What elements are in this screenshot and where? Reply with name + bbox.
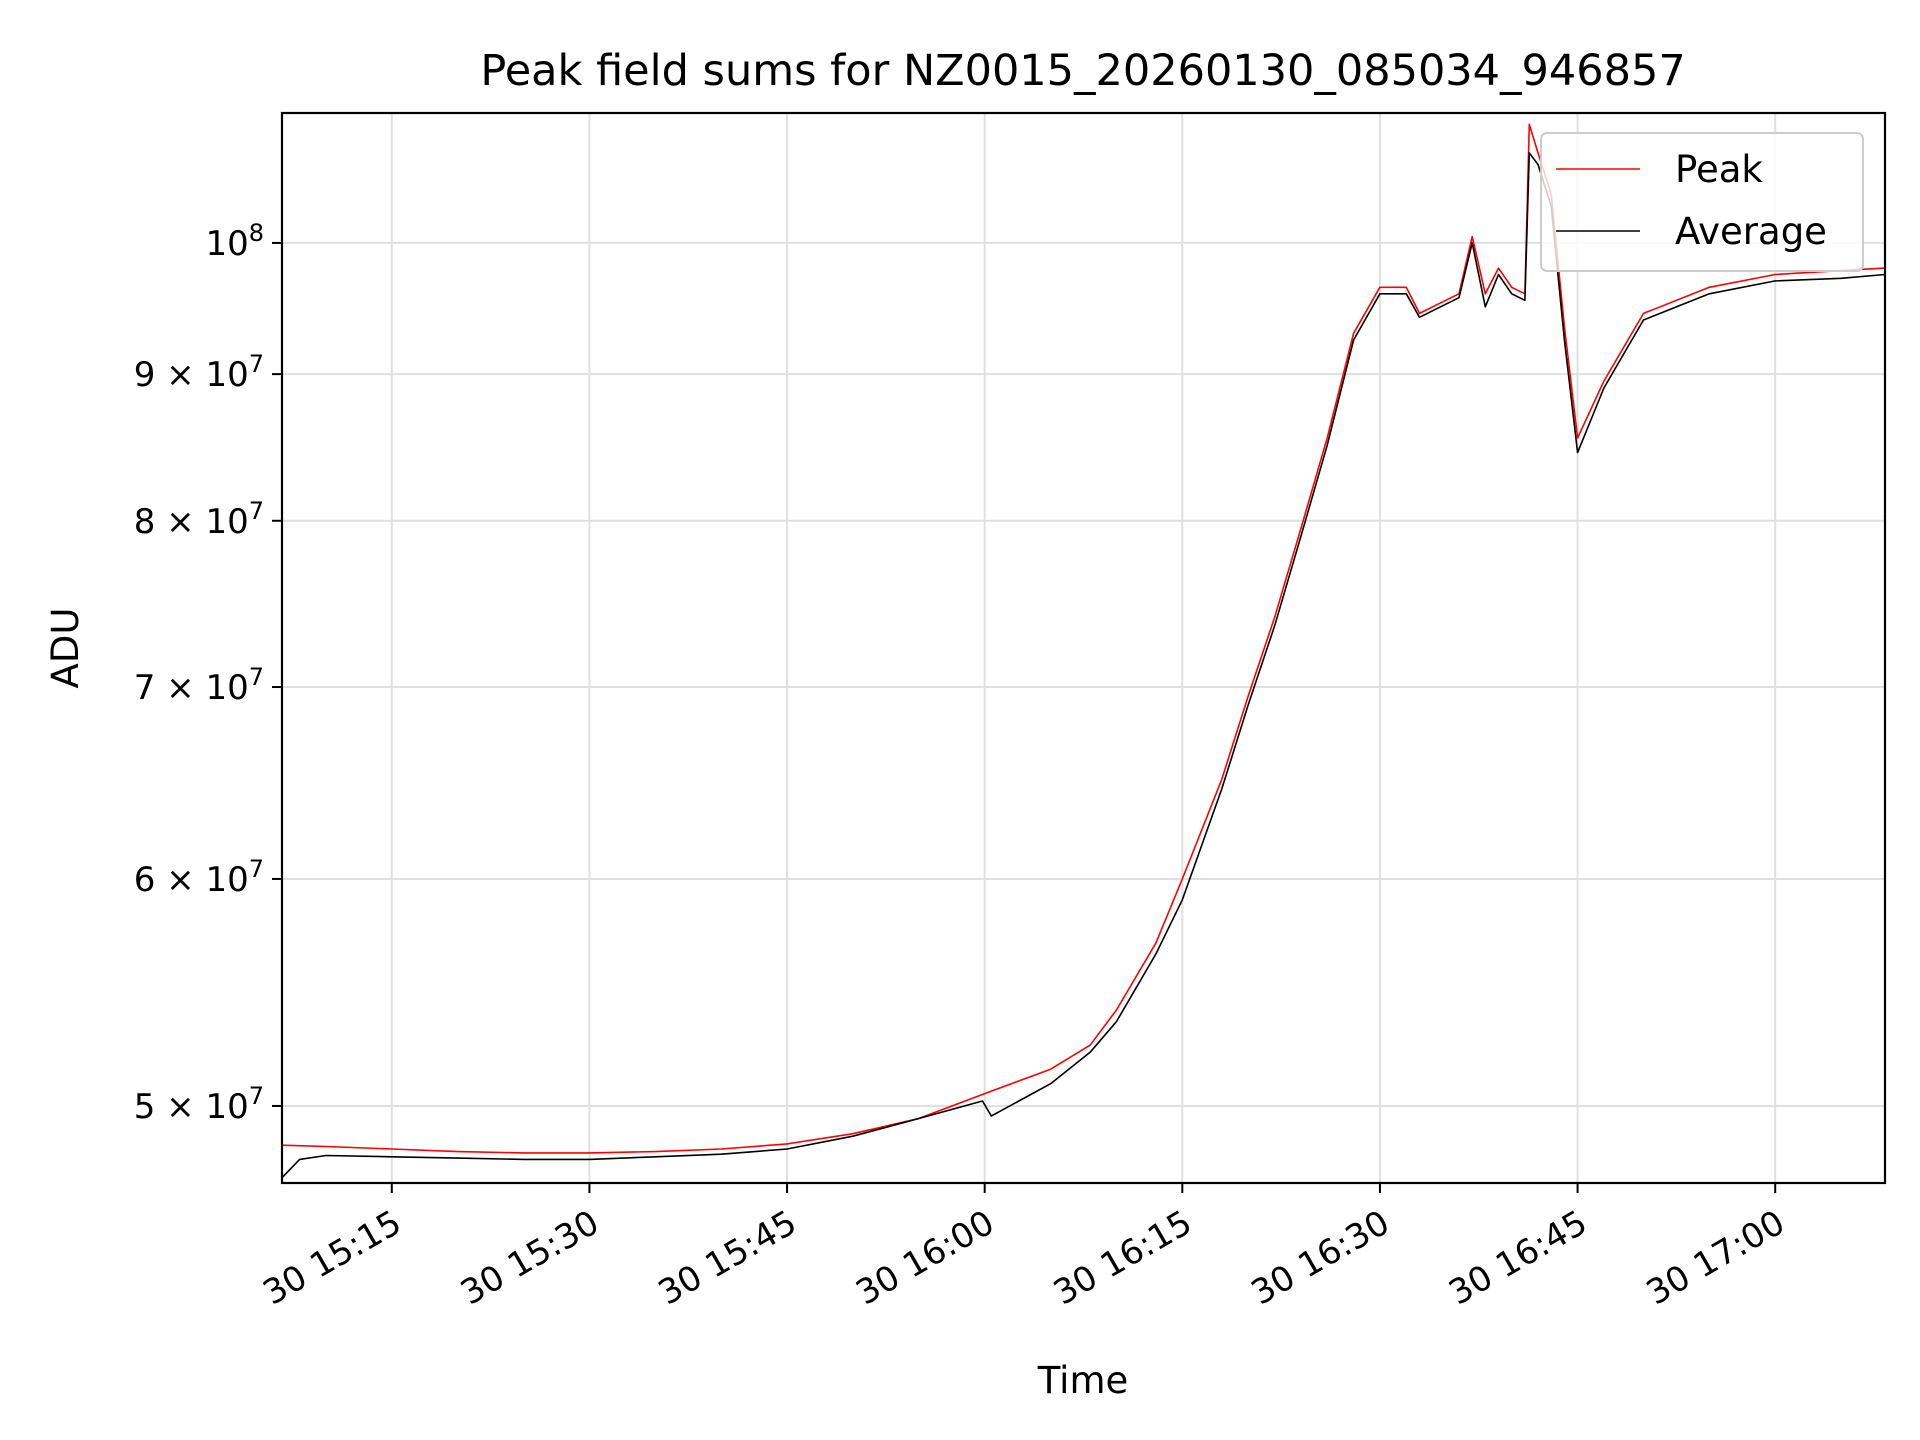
y-tick-label: 8 × 107 (134, 497, 264, 542)
y-tick-label: 6 × 107 (134, 855, 264, 900)
y-tick-label: 9 × 107 (134, 350, 264, 395)
chart-title: Peak field sums for NZ0015_20260130_0850… (480, 46, 1685, 96)
legend: Peak Average (1540, 132, 1864, 272)
plot-area-frame (280, 111, 1887, 1185)
y-tick-label: 5 × 107 (134, 1082, 264, 1127)
legend-box (1540, 132, 1864, 272)
x-axis-label: Time (1037, 1359, 1129, 1402)
legend-label-average: Average (1675, 210, 1827, 253)
y-axis: 5 × 107 6 × 107 7 × 107 8 × 107 9 × 107 108 (134, 219, 282, 1127)
series-line-average (281, 152, 1886, 1179)
legend-label-peak: Peak (1675, 148, 1763, 191)
grid (282, 113, 1885, 1183)
series-line-peak (281, 123, 1886, 1154)
y-axis-label: ADU (44, 608, 87, 689)
y-tick-label: 7 × 107 (134, 663, 264, 708)
y-tick-label: 108 (205, 219, 264, 264)
series-layer (281, 123, 1886, 1179)
